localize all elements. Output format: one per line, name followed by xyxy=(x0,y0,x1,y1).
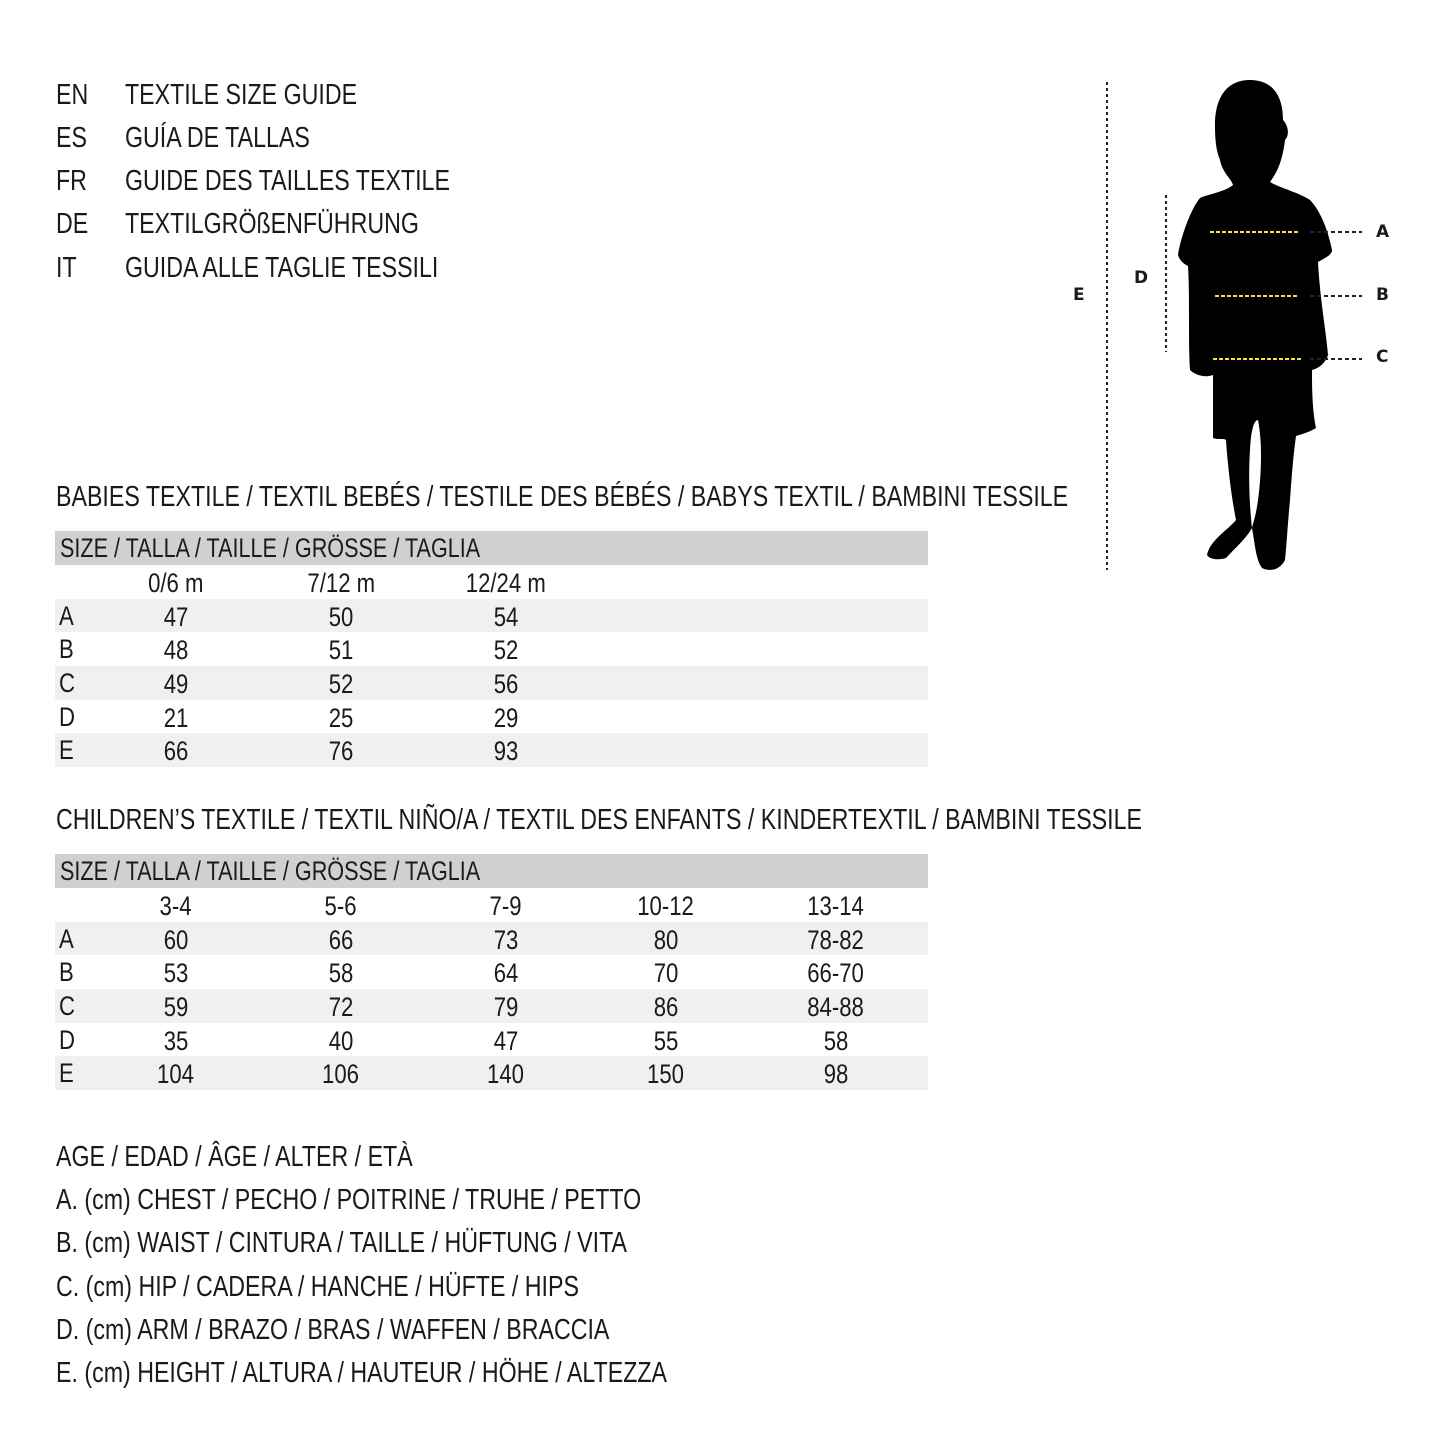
table-cell: 47 xyxy=(163,601,189,632)
children-heading: CHILDREN’S TEXTILE / TEXTIL NIÑO/A / TEX… xyxy=(56,804,1142,836)
table-cell: 60 xyxy=(163,924,189,955)
column-header: 12/24 m xyxy=(465,568,547,598)
table-cell: 55 xyxy=(653,1025,679,1056)
table-cell: 35 xyxy=(163,1025,189,1056)
figure-label-c: C xyxy=(1376,347,1389,367)
legend-arm: D. (cm) ARM / BRAZO / BRAS / WAFFEN / BR… xyxy=(56,1314,610,1346)
table-cell: 78-82 xyxy=(807,924,865,955)
table-cell: 86 xyxy=(653,992,679,1023)
row-label: A xyxy=(59,600,74,631)
row-label: D xyxy=(59,701,75,732)
table-cell: 52 xyxy=(493,635,519,666)
column-header: 5-6 xyxy=(324,891,358,921)
column-header: 3-4 xyxy=(159,891,193,921)
title-en: TEXTILE SIZE GUIDE xyxy=(125,79,358,111)
lang-code: FR xyxy=(56,165,87,197)
babies-size-table: SIZE / TALLA / TAILLE / GRÖSSE / TAGLIA … xyxy=(55,531,928,768)
table-cell: 76 xyxy=(328,736,354,767)
column-headers: 3-4 5-6 7-9 10-12 13-14 xyxy=(55,888,928,922)
table-cell: 25 xyxy=(328,702,354,733)
figure-label-b: B xyxy=(1376,285,1389,305)
table-row: B 53 58 64 70 66-70 xyxy=(55,955,928,989)
table-cell: 106 xyxy=(322,1059,360,1090)
table-cell: 59 xyxy=(163,992,189,1023)
figure-label-d: D xyxy=(1134,268,1149,288)
title-es: GUÍA DE TALLAS xyxy=(125,122,310,154)
table-cell: 150 xyxy=(647,1059,685,1090)
table-cell: 73 xyxy=(493,924,519,955)
lang-code: DE xyxy=(56,208,89,240)
table-row: A 47 50 54 xyxy=(55,598,928,633)
table-row: D 21 25 29 xyxy=(55,700,928,734)
table-row: E 104 106 140 150 98 xyxy=(55,1056,928,1091)
table-row: C 49 52 56 xyxy=(55,666,928,700)
column-header: 0/6 m xyxy=(148,568,204,598)
table-cell: 54 xyxy=(493,601,519,632)
row-label: E xyxy=(59,1058,74,1089)
table-row: A 60 66 73 80 78-82 xyxy=(55,921,928,956)
table-cell: 49 xyxy=(163,669,189,700)
table-cell: 40 xyxy=(328,1025,354,1056)
table-header: SIZE / TALLA / TAILLE / GRÖSSE / TAGLIA xyxy=(55,531,928,565)
table-cell: 72 xyxy=(328,992,354,1023)
table-cell: 98 xyxy=(823,1059,849,1090)
figure-label-a: A xyxy=(1376,222,1390,242)
table-cell: 48 xyxy=(163,635,189,666)
column-header: 13-14 xyxy=(807,891,865,921)
table-cell: 29 xyxy=(493,702,519,733)
table-cell: 56 xyxy=(493,669,519,700)
row-label: B xyxy=(59,634,74,665)
table-row: C 59 72 79 86 84-88 xyxy=(55,989,928,1023)
lang-code: EN xyxy=(56,79,89,111)
legend-hip: C. (cm) HIP / CADERA / HANCHE / HÜFTE / … xyxy=(56,1271,579,1303)
table-cell: 66 xyxy=(163,736,189,767)
table-cell: 84-88 xyxy=(807,992,865,1023)
row-label: B xyxy=(59,957,74,988)
table-cell: 66 xyxy=(328,924,354,955)
legend-waist: B. (cm) WAIST / CINTURA / TAILLE / HÜFTU… xyxy=(56,1227,628,1259)
children-size-table: SIZE / TALLA / TAILLE / GRÖSSE / TAGLIA … xyxy=(55,854,928,1091)
table-cell: 53 xyxy=(163,958,189,989)
table-row: B 48 51 52 xyxy=(55,632,928,666)
table-row: D 35 40 47 55 58 xyxy=(55,1023,928,1057)
table-cell: 66-70 xyxy=(807,958,865,989)
table-cell: 104 xyxy=(157,1059,195,1090)
row-label: A xyxy=(59,923,74,954)
table-cell: 51 xyxy=(328,635,354,666)
child-silhouette xyxy=(1178,80,1332,570)
legend-age: AGE / EDAD / ÂGE / ALTER / ETÀ xyxy=(56,1141,413,1173)
table-cell: 58 xyxy=(823,1025,849,1056)
row-label: E xyxy=(59,735,74,766)
lang-code: IT xyxy=(56,252,77,284)
legend-height: E. (cm) HEIGHT / ALTURA / HAUTEUR / HÖHE… xyxy=(56,1357,668,1389)
row-label: C xyxy=(59,668,75,699)
legend-chest: A. (cm) CHEST / PECHO / POITRINE / TRUHE… xyxy=(56,1184,642,1216)
table-row: E 66 76 93 xyxy=(55,733,928,768)
row-label: C xyxy=(59,991,75,1022)
column-headers: 0/6 m 7/12 m 12/24 m xyxy=(55,565,928,599)
table-cell: 58 xyxy=(328,958,354,989)
title-fr: GUIDE DES TAILLES TEXTILE xyxy=(125,165,450,197)
column-header: 7/12 m xyxy=(307,568,375,598)
table-cell: 80 xyxy=(653,924,679,955)
child-silhouette-figure xyxy=(1106,80,1362,570)
row-label: D xyxy=(59,1024,75,1055)
table-cell: 93 xyxy=(493,736,519,767)
table-header: SIZE / TALLA / TAILLE / GRÖSSE / TAGLIA xyxy=(55,854,928,888)
table-cell: 79 xyxy=(493,992,519,1023)
lang-code: ES xyxy=(56,122,87,154)
table-cell: 140 xyxy=(487,1059,525,1090)
table-cell: 47 xyxy=(493,1025,519,1056)
table-cell: 64 xyxy=(493,958,519,989)
table-cell: 21 xyxy=(163,702,189,733)
table-cell: 70 xyxy=(653,958,679,989)
column-header: 7-9 xyxy=(489,891,523,921)
title-it: GUIDA ALLE TAGLIE TESSILI xyxy=(125,252,439,284)
figure-label-e: E xyxy=(1073,285,1085,305)
table-cell: 52 xyxy=(328,669,354,700)
table-cell: 50 xyxy=(328,601,354,632)
babies-heading: BABIES TEXTILE / TEXTIL BEBÉS / TESTILE … xyxy=(56,481,1069,513)
title-de: TEXTILGRÖßENFÜHRUNG xyxy=(125,208,419,240)
column-header: 10-12 xyxy=(637,891,695,921)
